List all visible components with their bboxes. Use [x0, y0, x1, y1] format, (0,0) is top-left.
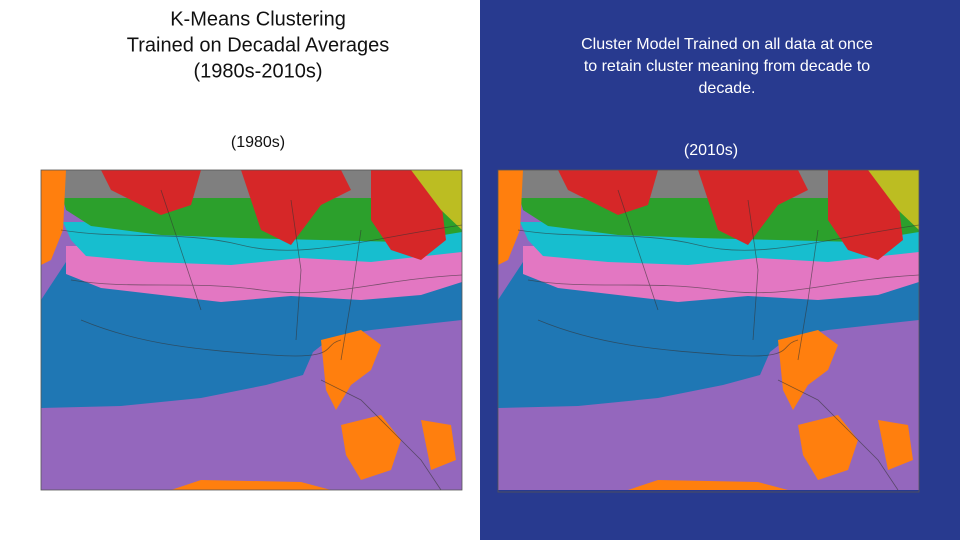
map-label: (1980s): [231, 134, 285, 151]
cluster-map: [497, 169, 920, 491]
map-frame: [40, 169, 463, 491]
cluster-map: [40, 169, 463, 491]
map-frame: [497, 169, 920, 493]
note: to retain cluster meaning from decade to: [584, 58, 870, 75]
title: K-Means Clustering: [170, 8, 346, 30]
note: Cluster Model Trained on all data at onc…: [581, 36, 873, 53]
map-label: (2010s): [684, 142, 738, 159]
note: decade.: [699, 80, 756, 97]
title: (1980s-2010s): [194, 60, 323, 82]
title: Trained on Decadal Averages: [127, 34, 389, 56]
